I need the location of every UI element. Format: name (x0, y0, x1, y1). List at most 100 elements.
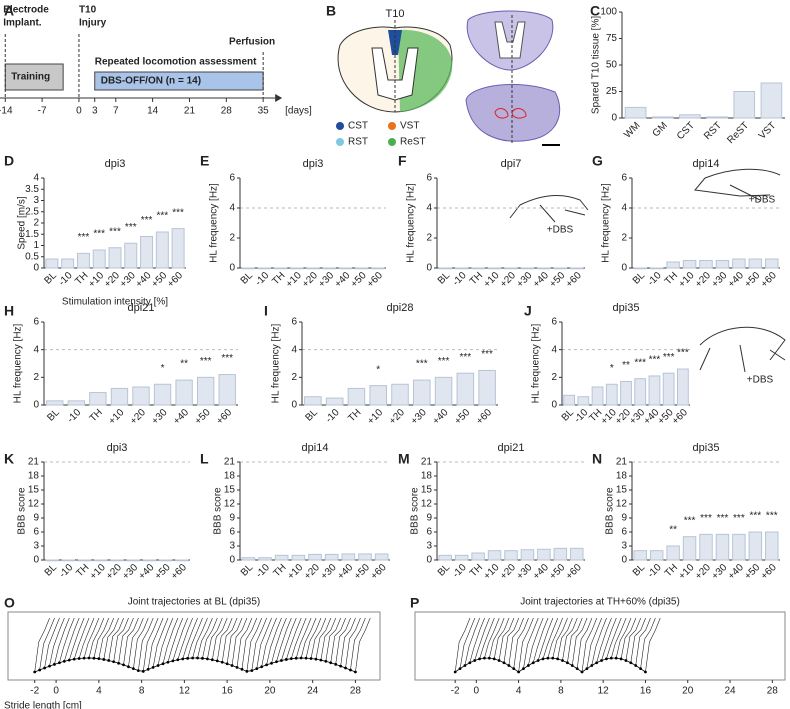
x-tick-label: 3 (92, 106, 98, 117)
legend-label: RST (348, 137, 368, 148)
legend-label: ReST (400, 137, 426, 148)
bar (679, 114, 701, 119)
y-tick-label: 9 (229, 513, 235, 524)
bar (132, 386, 150, 406)
bar (371, 267, 385, 270)
bar (765, 258, 779, 269)
panel-label: B (326, 3, 336, 19)
significance-label: *** (459, 352, 471, 363)
bar (633, 550, 647, 561)
x-tick-label: +20 (128, 407, 148, 427)
x-tick-label: +60 (759, 270, 779, 290)
x-tick-label: +30 (316, 270, 336, 290)
bar (454, 554, 469, 561)
panel-label: D (4, 153, 14, 169)
stick (138, 617, 154, 671)
bar (153, 383, 172, 406)
x-tick-label: +40 (431, 407, 451, 427)
x-tick-label: 12 (598, 686, 610, 697)
y-tick-label: 6 (33, 317, 39, 328)
significance-label: *** (684, 515, 696, 526)
x-tick-label: TH (468, 270, 485, 287)
y-tick-label: 0 (551, 400, 557, 411)
stick (157, 617, 174, 666)
y-tick-label: 0 (426, 555, 432, 566)
stick (236, 617, 253, 668)
chart-title: dpi28 (387, 302, 414, 314)
x-tick-label: +40 (333, 270, 353, 290)
y-tick-label: 21 (28, 457, 40, 468)
bar (733, 91, 756, 119)
y-tick-label: 6 (229, 173, 235, 184)
y-tick-label: 3 (229, 541, 235, 552)
rat-insets (509, 168, 786, 373)
y-tick-label: 6 (426, 173, 432, 184)
x-tick-label: -10 (253, 270, 271, 288)
y-tick-label: 18 (616, 471, 628, 482)
y-tick-label: 0.5 (25, 251, 39, 262)
significance-label: *** (141, 215, 153, 226)
histology-grey (494, 21, 526, 59)
chart-title: dpi7 (501, 158, 522, 170)
bar (682, 260, 697, 269)
x-tick-label: 28 (767, 686, 779, 697)
bar (605, 383, 618, 406)
marker-label: T10 (79, 5, 97, 16)
chart-title: dpi3 (105, 158, 126, 170)
stick-diagram (453, 617, 661, 674)
bar (273, 267, 288, 270)
annotation: Repeated locomotion assessment (95, 57, 257, 68)
significance-label: *** (78, 232, 90, 243)
panel-label: H (4, 303, 14, 319)
bar (520, 549, 535, 561)
stick (207, 617, 223, 659)
stick (300, 617, 317, 659)
x-tick-label: -10 (646, 270, 664, 288)
bar (699, 533, 713, 561)
significance-label: *** (156, 211, 168, 222)
bar (666, 261, 680, 269)
stick (113, 617, 129, 662)
lesion-outline (494, 108, 527, 119)
stick (241, 617, 258, 670)
x-tick-label: 0 (474, 686, 480, 697)
bar (649, 550, 664, 561)
x-tick-label: +10 (88, 562, 108, 582)
stick (542, 617, 559, 659)
stick (39, 617, 55, 671)
stick (513, 617, 529, 669)
y-axis-label: HL frequency [Hz] (13, 323, 24, 403)
stick (88, 617, 105, 659)
cord-schematic (337, 20, 453, 113)
stick (216, 617, 233, 661)
y-axis-label: Spared T10 tissue [%] (591, 16, 602, 114)
bar (218, 374, 236, 406)
significance-label: *** (733, 513, 745, 524)
stick (73, 617, 90, 660)
stick (576, 617, 593, 669)
significance-label: *** (438, 356, 450, 367)
x-tick-label: TH (271, 562, 288, 579)
stick (640, 617, 656, 669)
significance-label: *** (109, 226, 121, 237)
y-tick-label: 4 (33, 173, 39, 184)
bar (291, 554, 306, 561)
y-tick-label: 18 (421, 471, 433, 482)
chart-title: Joint trajectories at BL (dpi35) (128, 597, 260, 608)
bar (61, 559, 75, 562)
x-tick-label: BL (303, 407, 320, 424)
bar (591, 386, 604, 406)
x-tick-label: 0 (76, 106, 82, 117)
y-tick-label: 15 (224, 485, 236, 496)
bar (241, 267, 255, 270)
stick (177, 617, 193, 660)
bar (563, 394, 576, 406)
legend-swatch (336, 122, 344, 130)
x-tick-label: +60 (369, 562, 389, 582)
x-tick-label: TH (74, 562, 91, 579)
y-tick-label: 12 (616, 499, 628, 510)
bar (666, 545, 680, 561)
bar (471, 267, 485, 270)
bar (520, 267, 535, 270)
plot-frame (414, 611, 786, 681)
